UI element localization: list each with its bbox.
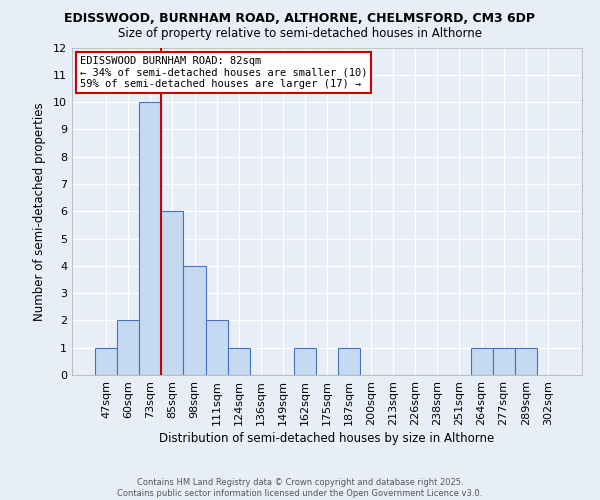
Bar: [139, 102, 161, 375]
Bar: [206, 320, 227, 375]
Text: EDISSWOOD, BURNHAM ROAD, ALTHORNE, CHELMSFORD, CM3 6DP: EDISSWOOD, BURNHAM ROAD, ALTHORNE, CHELM…: [65, 12, 536, 26]
Text: Contains HM Land Registry data © Crown copyright and database right 2025.
Contai: Contains HM Land Registry data © Crown c…: [118, 478, 482, 498]
Bar: [95, 348, 117, 375]
Bar: [470, 348, 493, 375]
Bar: [294, 348, 316, 375]
Bar: [338, 348, 360, 375]
Bar: [184, 266, 206, 375]
Text: EDISSWOOD BURNHAM ROAD: 82sqm
← 34% of semi-detached houses are smaller (10)
59%: EDISSWOOD BURNHAM ROAD: 82sqm ← 34% of s…: [80, 56, 367, 89]
Bar: [227, 348, 250, 375]
Bar: [493, 348, 515, 375]
Text: Size of property relative to semi-detached houses in Althorne: Size of property relative to semi-detach…: [118, 28, 482, 40]
Bar: [515, 348, 537, 375]
X-axis label: Distribution of semi-detached houses by size in Althorne: Distribution of semi-detached houses by …: [160, 432, 494, 445]
Y-axis label: Number of semi-detached properties: Number of semi-detached properties: [33, 102, 46, 320]
Bar: [117, 320, 139, 375]
Bar: [161, 211, 184, 375]
